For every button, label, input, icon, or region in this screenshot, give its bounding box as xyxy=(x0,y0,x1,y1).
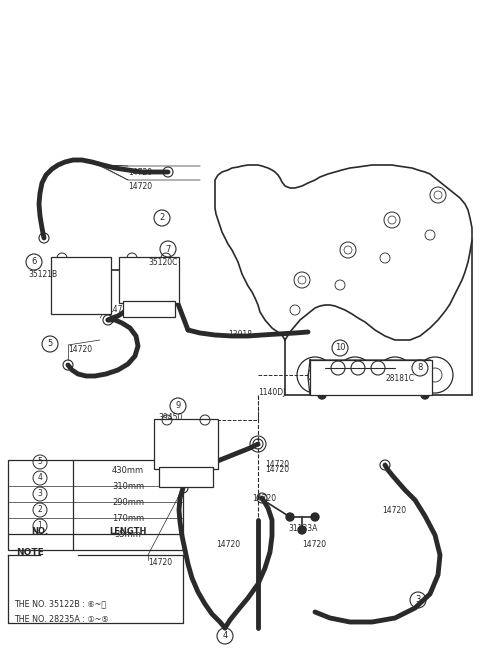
Text: 2: 2 xyxy=(37,505,42,515)
Text: 7: 7 xyxy=(165,244,171,253)
FancyBboxPatch shape xyxy=(51,257,111,314)
Text: 2: 2 xyxy=(159,213,165,222)
Text: 14720: 14720 xyxy=(265,465,289,474)
Text: LENGTH: LENGTH xyxy=(109,527,147,536)
Text: 3: 3 xyxy=(37,489,42,498)
Text: 35121B: 35121B xyxy=(28,270,57,279)
FancyBboxPatch shape xyxy=(310,360,432,395)
FancyBboxPatch shape xyxy=(159,467,213,487)
Text: 14720: 14720 xyxy=(128,182,152,191)
Circle shape xyxy=(298,526,306,534)
Text: 39450: 39450 xyxy=(158,413,182,422)
Text: 28181C: 28181C xyxy=(385,374,414,383)
Text: NOTE: NOTE xyxy=(16,548,44,557)
Text: 14720: 14720 xyxy=(252,494,276,503)
Circle shape xyxy=(318,391,326,399)
Text: 14720: 14720 xyxy=(148,558,172,567)
Text: 170mm: 170mm xyxy=(112,514,144,523)
Text: 14720: 14720 xyxy=(216,540,240,549)
Text: 4: 4 xyxy=(37,474,42,483)
Text: 5: 5 xyxy=(48,340,53,349)
FancyBboxPatch shape xyxy=(123,301,175,317)
Text: 6: 6 xyxy=(31,257,36,266)
Text: 14720: 14720 xyxy=(265,460,289,469)
Text: 31133A: 31133A xyxy=(288,524,317,533)
Text: 10: 10 xyxy=(335,343,345,353)
Text: 1: 1 xyxy=(255,439,261,448)
Text: 1140DJ: 1140DJ xyxy=(258,388,286,397)
Text: 14720: 14720 xyxy=(108,305,132,314)
Text: 310mm: 310mm xyxy=(112,482,144,491)
Text: 290mm: 290mm xyxy=(112,498,144,507)
Text: 1: 1 xyxy=(37,522,42,531)
FancyBboxPatch shape xyxy=(8,460,183,550)
Text: 13918: 13918 xyxy=(228,330,252,339)
FancyBboxPatch shape xyxy=(154,419,218,469)
Text: 35120C: 35120C xyxy=(148,258,178,267)
Text: 14720: 14720 xyxy=(68,345,92,354)
Text: 14720: 14720 xyxy=(128,168,152,177)
Circle shape xyxy=(421,391,429,399)
Text: 9: 9 xyxy=(175,402,180,410)
Text: THE NO. 35122B : ⑥~⑪: THE NO. 35122B : ⑥~⑪ xyxy=(14,599,106,608)
Text: 8: 8 xyxy=(417,364,423,373)
Text: 14720: 14720 xyxy=(302,540,326,549)
FancyBboxPatch shape xyxy=(119,257,179,303)
Text: NO.: NO. xyxy=(31,527,48,536)
Circle shape xyxy=(286,513,294,521)
Text: 3: 3 xyxy=(415,596,420,605)
Text: 5: 5 xyxy=(37,457,42,467)
Text: 35mm: 35mm xyxy=(115,530,142,539)
Text: 430mm: 430mm xyxy=(112,466,144,475)
Text: 14720: 14720 xyxy=(382,506,406,515)
Text: THE NO. 28235A : ①~⑤: THE NO. 28235A : ①~⑤ xyxy=(14,615,108,624)
Circle shape xyxy=(311,513,319,521)
Text: 4: 4 xyxy=(222,632,228,640)
